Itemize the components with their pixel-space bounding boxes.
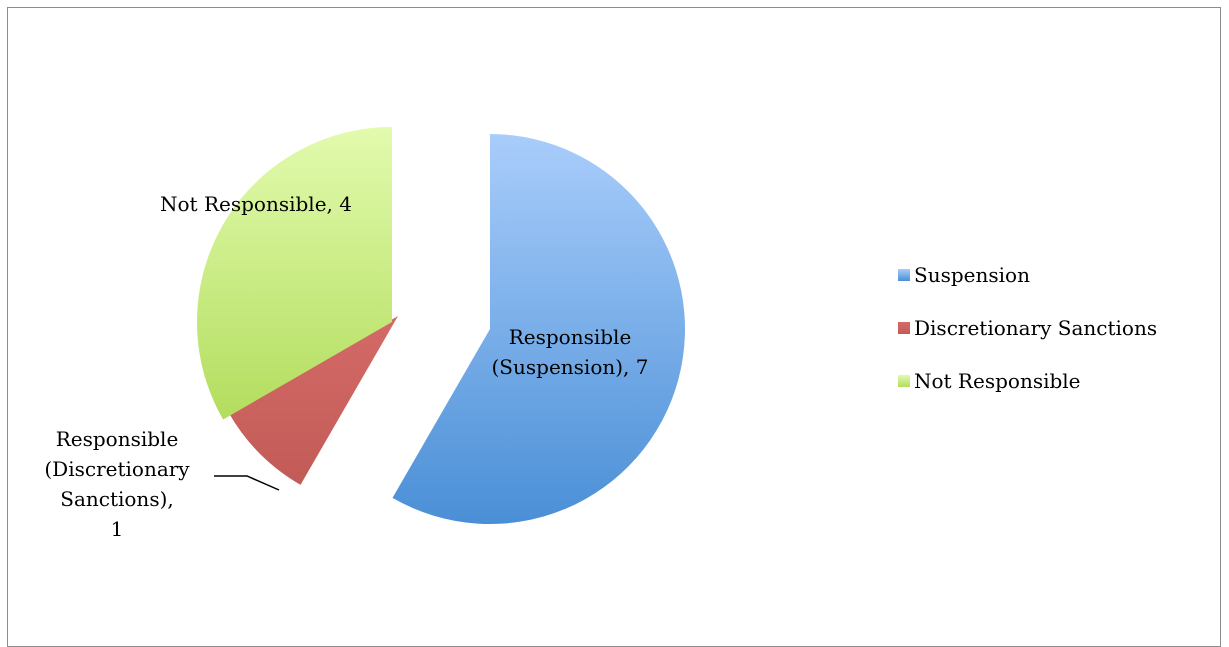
legend: Suspension Discretionary Sanctions Not Res…	[898, 263, 1157, 393]
data-label-discretionary-sanctions: Responsible (Discretionary Sanctions), 1	[44, 427, 190, 541]
leader-layer	[214, 475, 280, 491]
data-label-not-responsible: Not Responsible, 4	[160, 192, 352, 216]
pie-slice-discretionary-sanctions	[229, 316, 398, 485]
slices-layer	[197, 127, 686, 524]
data-label-suspension: Responsible (Suspension), 7	[492, 325, 649, 379]
leader-line-discretionary-sanctions	[214, 475, 280, 491]
legend-label-discretionary-sanctions: Discretionary Sanctions	[914, 316, 1157, 340]
legend-swatch-not-responsible	[898, 375, 910, 387]
legend-label-suspension: Suspension	[914, 263, 1030, 287]
labels-layer: Responsible (Suspension), 7 Responsible (Di…	[44, 192, 648, 541]
legend-label-not-responsible: Not Responsible	[914, 369, 1081, 393]
pie-chart: Responsible (Suspension), 7 Responsible (Di…	[44, 127, 1157, 541]
pie-slice-suspension	[392, 134, 686, 524]
legend-swatch-suspension	[898, 269, 910, 281]
pie-slice-not-responsible	[197, 127, 392, 420]
legend-swatch-discretionary-sanctions	[898, 322, 910, 334]
